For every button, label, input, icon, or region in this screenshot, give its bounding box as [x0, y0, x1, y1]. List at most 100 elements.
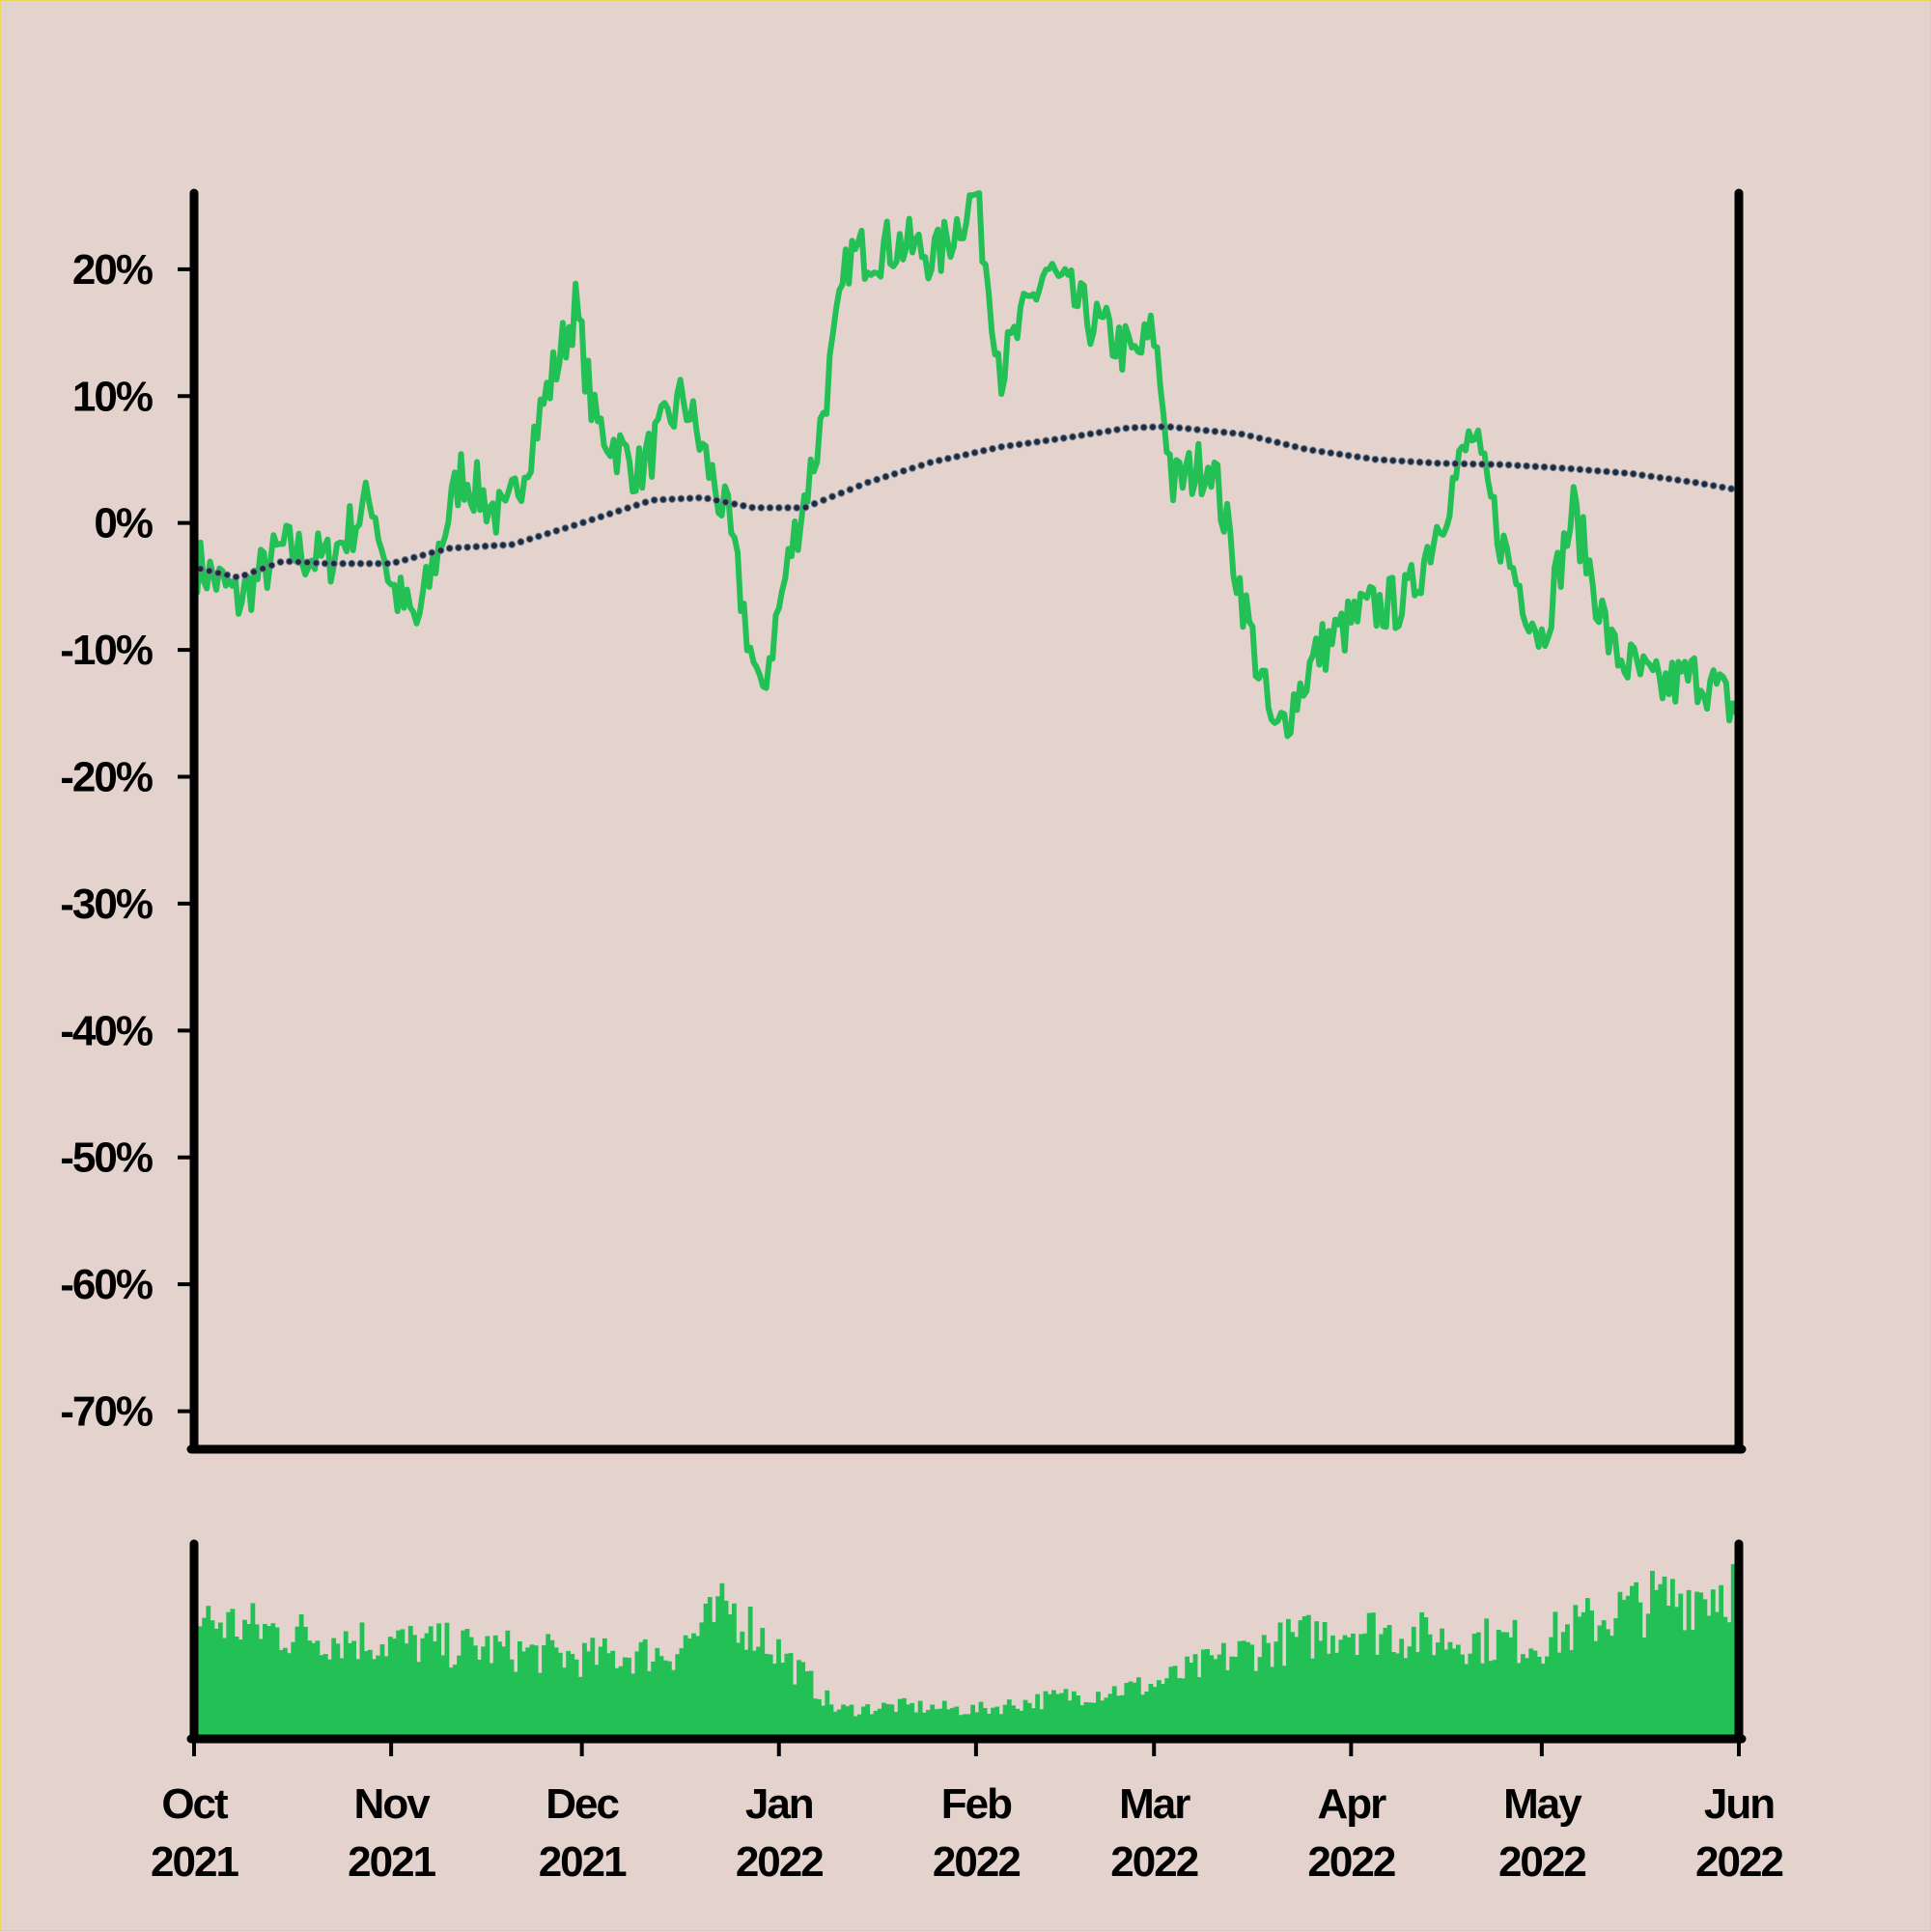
volume-bar	[468, 1637, 474, 1739]
volume-bar	[1443, 1649, 1449, 1739]
volume-bar	[1553, 1611, 1558, 1739]
volume-bar	[1565, 1624, 1570, 1739]
moving-average-dot	[989, 444, 996, 453]
moving-average-dot	[890, 469, 899, 478]
volume-bar	[428, 1626, 434, 1739]
volume-bar	[270, 1623, 276, 1739]
x-axis-labels: Oct 2021 Nov 2021 Dec 2021 Jan 2022 Feb 2022 Mar 20…	[151, 1780, 1784, 1886]
volume-bar	[869, 1714, 875, 1739]
moving-average-dot	[1593, 466, 1602, 475]
volume-bar	[250, 1603, 256, 1739]
moving-average-dot	[1478, 460, 1486, 468]
moving-average-dot	[614, 507, 623, 516]
volume-bar	[836, 1709, 842, 1739]
y-tick-label: 20%	[72, 246, 153, 294]
y-tick-label: -70%	[60, 1388, 153, 1436]
volume-bar	[1006, 1699, 1012, 1739]
volume-bar	[517, 1641, 522, 1739]
moving-average-dot	[232, 573, 240, 581]
moving-average-dot	[1238, 430, 1245, 438]
volume-bar	[1225, 1669, 1230, 1739]
volume-bar	[662, 1660, 668, 1739]
moving-average-dot	[285, 557, 294, 566]
volume-bar	[1124, 1683, 1130, 1739]
volume-bar	[1678, 1593, 1684, 1739]
moving-average-dot	[1246, 432, 1255, 440]
volume-bar	[1318, 1640, 1324, 1739]
volume-bar	[407, 1626, 413, 1739]
volume-bar	[974, 1712, 980, 1739]
moving-average-dot	[463, 543, 472, 551]
moving-average-dot	[864, 478, 872, 487]
volume-bar	[1475, 1632, 1481, 1739]
volume-bar	[1715, 1611, 1720, 1739]
moving-average-dot	[1487, 461, 1496, 468]
volume-bar	[1573, 1605, 1579, 1739]
moving-average-dot	[837, 489, 846, 497]
volume-bar	[570, 1654, 575, 1739]
moving-average-dot	[882, 472, 890, 481]
volume-bar	[1181, 1678, 1186, 1739]
volume-bar	[978, 1701, 984, 1739]
volume-bar	[1540, 1664, 1546, 1739]
volume-bar	[1662, 1576, 1667, 1739]
volume-bar	[492, 1635, 498, 1739]
moving-average-dot	[721, 498, 730, 506]
volume-bar	[1630, 1585, 1635, 1739]
moving-average-dot	[1273, 438, 1281, 447]
moving-average-dot	[1184, 425, 1192, 433]
moving-average-dot	[1327, 449, 1335, 458]
volume-bar	[958, 1715, 964, 1739]
volume-bar	[666, 1661, 672, 1739]
volume-bar	[1383, 1627, 1388, 1739]
volume-bar	[322, 1654, 328, 1739]
volume-bar	[1334, 1652, 1340, 1739]
volume-bar	[307, 1640, 312, 1739]
price-panel-frame	[186, 188, 1747, 1454]
moving-average-dot	[383, 559, 392, 568]
moving-average-dot	[525, 535, 534, 544]
volume-bar	[917, 1700, 923, 1739]
volume-bar	[982, 1708, 988, 1739]
volume-bar	[213, 1628, 219, 1739]
volume-bar	[294, 1626, 300, 1739]
moving-average-dot	[250, 568, 258, 576]
volume-bar	[1407, 1646, 1413, 1739]
volume-bar	[1298, 1620, 1303, 1739]
moving-average-dot	[1442, 460, 1450, 467]
volume-bar	[1294, 1637, 1300, 1739]
x-tick-month-label: Jan	[745, 1780, 813, 1828]
volume-panel-frame	[186, 1539, 1747, 1744]
volume-bar	[1205, 1649, 1210, 1739]
moving-average-dot	[409, 553, 418, 562]
moving-average-dot	[1647, 472, 1655, 481]
moving-average-dot	[1567, 464, 1576, 473]
volume-bar	[339, 1658, 345, 1739]
volume-bar	[788, 1653, 794, 1739]
moving-average-dot	[312, 559, 321, 567]
volume-bar	[1634, 1582, 1639, 1739]
volume-bar	[1273, 1641, 1279, 1739]
volume-bar	[1395, 1653, 1400, 1739]
x-tick-month-label: Feb	[941, 1780, 1012, 1828]
volume-bar	[602, 1638, 607, 1739]
moving-average-dot	[597, 513, 605, 521]
volume-bar	[1220, 1642, 1226, 1739]
volume-bar	[686, 1638, 692, 1739]
volume-bar	[1423, 1617, 1429, 1739]
volume-bar	[954, 1706, 960, 1739]
volume-bar	[246, 1624, 252, 1739]
moving-average-dot	[1344, 451, 1353, 460]
moving-average-dot	[1549, 463, 1557, 472]
moving-average-dot	[1255, 434, 1264, 442]
volume-bar	[1285, 1618, 1291, 1739]
volume-bar	[1525, 1658, 1529, 1739]
volume-bar	[638, 1641, 644, 1739]
volume-bar	[703, 1603, 709, 1739]
volume-bar	[1427, 1634, 1433, 1739]
volume-bar	[808, 1670, 814, 1739]
x-tick-month-label: Mar	[1119, 1780, 1190, 1828]
volume-bar	[302, 1626, 308, 1739]
moving-average-dot	[1451, 460, 1460, 468]
moving-average-dot	[490, 542, 498, 549]
